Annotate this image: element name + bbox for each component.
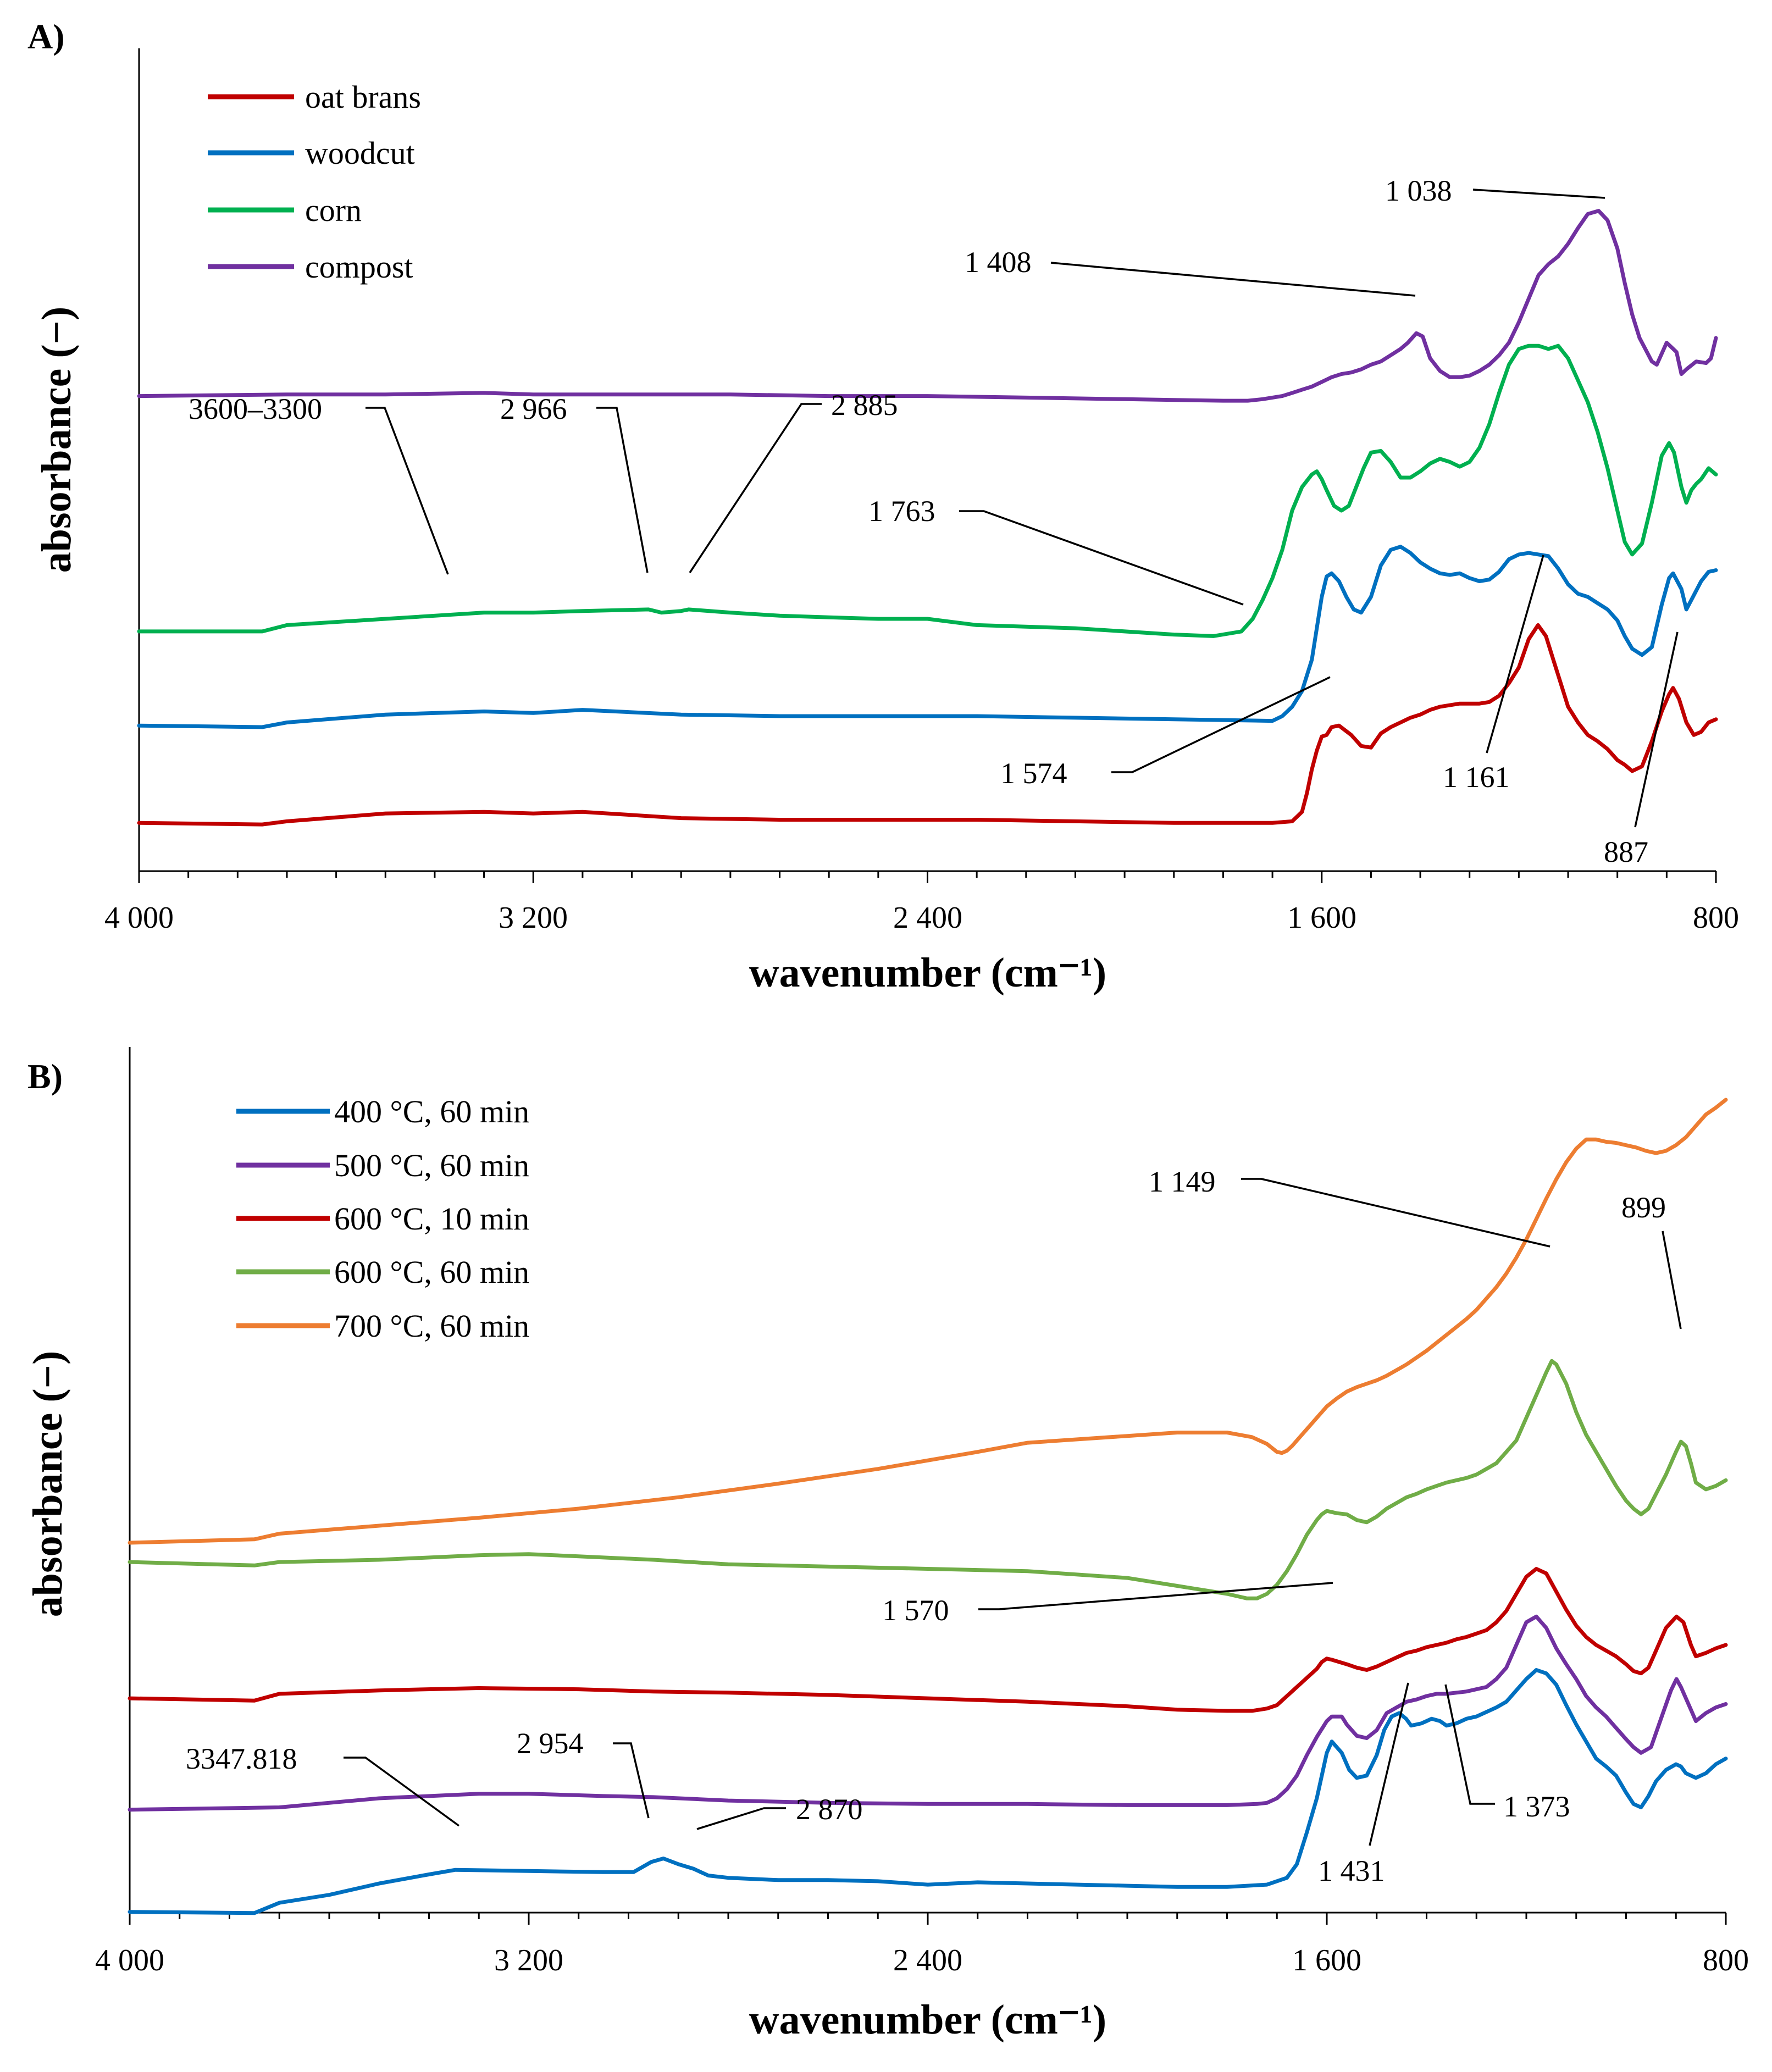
annotation-3600-3300: 3600–3300 — [189, 392, 322, 425]
annotation-887: 887 — [1604, 835, 1648, 868]
annotation-2870: 2 870 — [796, 1793, 863, 1826]
panel-a-x-tick-4000: 4 000 — [104, 901, 174, 935]
series-line-600-c-60-min — [128, 1359, 1728, 1600]
panel-b: B) absorbance (−) 4 000 3 200 2 400 1 60… — [25, 1047, 1749, 2043]
panel-a-x-tick-labels: 4 000 3 200 2 400 1 600 800 — [104, 901, 1739, 935]
series-line-oat-brans — [137, 623, 1718, 827]
legend-label-corn: corn — [305, 192, 362, 228]
annotation-1161: 1 161 — [1443, 761, 1510, 794]
panel-a-x-axis-title: wavenumber (cm⁻¹) — [749, 950, 1106, 996]
leader-3347 — [344, 1757, 460, 1827]
annotation-2885: 2 885 — [831, 389, 898, 422]
annotation-1408: 1 408 — [965, 246, 1032, 279]
panel-b-x-tick-3200: 3 200 — [494, 1943, 563, 1977]
series-line-compost — [137, 209, 1718, 403]
panel-a-y-axis-title: absorbance (−) — [34, 307, 80, 573]
panel-a-legend: oat brans woodcut corn compost — [208, 79, 421, 285]
leader-2870 — [696, 1807, 786, 1830]
annotation-1149: 1 149 — [1149, 1165, 1216, 1198]
legend-label-700c-60min: 700 °C, 60 min — [334, 1308, 529, 1344]
legend-label-compost: compost — [305, 249, 413, 285]
panel-a-x-tick-2400: 2 400 — [893, 901, 962, 935]
annotation-1038: 1 038 — [1385, 174, 1452, 207]
panel-b-y-axis-title: absorbance (−) — [25, 1351, 71, 1617]
leader-1161 — [1486, 555, 1544, 754]
leader-1431 — [1369, 1682, 1409, 1846]
leader-2954 — [613, 1742, 650, 1819]
panel-b-x-tick-2400: 2 400 — [893, 1943, 962, 1977]
leader-1149 — [1241, 1178, 1550, 1248]
panel-a: A) absorbance (−) 4 000 3 200 2 400 1 60… — [27, 17, 1739, 996]
annotation-2954: 2 954 — [517, 1727, 584, 1760]
series-line-600-c-10-min — [128, 1567, 1728, 1713]
annotation-2966: 2 966 — [500, 392, 567, 425]
annotation-3347: 3347.818 — [186, 1742, 297, 1775]
legend-label-oat-brans: oat brans — [305, 79, 421, 115]
annotation-1574: 1 574 — [1000, 757, 1067, 790]
leader-1373 — [1444, 1684, 1495, 1805]
leader-1570 — [978, 1582, 1333, 1610]
panel-a-axes — [138, 48, 1717, 883]
panel-a-x-tick-1600: 1 600 — [1287, 901, 1356, 935]
panel-a-series — [137, 209, 1718, 827]
leader-3600-3300 — [366, 407, 449, 575]
panel-b-x-tick-1600: 1 600 — [1292, 1943, 1361, 1977]
annotation-1373: 1 373 — [1503, 1790, 1570, 1823]
panel-a-annotations: 1 038 1 408 3600–3300 2 966 2 885 1 763 … — [189, 174, 1679, 868]
legend-label-500c-60min: 500 °C, 60 min — [334, 1148, 529, 1183]
annotation-899: 899 — [1621, 1191, 1666, 1224]
panel-a-x-tick-800: 800 — [1693, 901, 1739, 935]
leader-899 — [1662, 1231, 1682, 1329]
panel-a-label: A) — [27, 17, 65, 56]
panel-a-x-tick-3200: 3 200 — [499, 901, 568, 935]
legend-label-400c-60min: 400 °C, 60 min — [334, 1094, 529, 1129]
panel-b-legend: 400 °C, 60 min 500 °C, 60 min 600 °C, 10… — [236, 1094, 529, 1344]
panel-b-annotations: 1 149 899 1 570 3347.818 2 954 2 870 1 4… — [186, 1165, 1682, 1887]
panel-b-label: B) — [27, 1057, 63, 1096]
panel-b-axes — [129, 1047, 1727, 1925]
series-line-500-c-60-min — [128, 1614, 1728, 1812]
annotation-1570: 1 570 — [882, 1594, 949, 1627]
annotation-1763: 1 763 — [868, 495, 935, 528]
legend-label-600c-60min: 600 °C, 60 min — [334, 1254, 529, 1290]
panel-b-x-tick-800: 800 — [1703, 1943, 1749, 1977]
series-line-700-c-60-min — [128, 1098, 1728, 1545]
leader-1408 — [1050, 262, 1416, 297]
legend-label-woodcut: woodcut — [305, 135, 415, 171]
panel-b-series — [128, 1098, 1728, 1915]
leader-1038 — [1472, 189, 1605, 199]
leader-1763 — [959, 510, 1244, 606]
panel-b-x-axis-title: wavenumber (cm⁻¹) — [749, 1997, 1106, 2043]
leader-887 — [1634, 631, 1679, 828]
legend-label-600c-10min: 600 °C, 10 min — [334, 1201, 529, 1237]
leader-2966 — [596, 407, 649, 573]
series-line-woodcut — [137, 545, 1718, 729]
leader-1574 — [1111, 676, 1331, 773]
panel-b-x-tick-4000: 4 000 — [95, 1943, 164, 1977]
leader-2885 — [689, 403, 822, 573]
series-line-corn — [137, 344, 1718, 638]
series-line-400-c-60-min — [128, 1668, 1728, 1915]
annotation-1431: 1 431 — [1318, 1854, 1385, 1887]
panel-b-x-tick-labels: 4 000 3 200 2 400 1 600 800 — [95, 1943, 1749, 1977]
